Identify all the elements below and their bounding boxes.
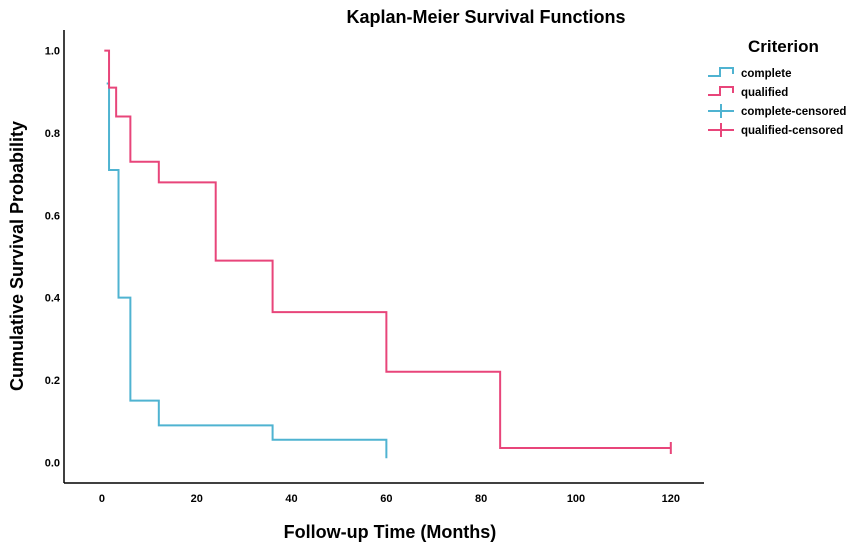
legend-swatch-complete — [708, 68, 733, 76]
legend-swatch-qualified — [708, 87, 733, 95]
y-tick-label: 0.8 — [45, 128, 60, 140]
survival-line-qualified — [104, 51, 671, 448]
x-tick-label: 100 — [567, 493, 585, 505]
legend-label-qualified-censored: qualified-censored — [741, 125, 843, 137]
y-ticks: 0.0 0.2 0.4 0.6 0.8 1.0 — [45, 46, 61, 470]
y-tick-label: 0.4 — [45, 293, 61, 305]
y-tick-label: 0.6 — [45, 210, 60, 222]
legend-label-complete-censored: complete-censored — [741, 106, 846, 118]
x-tick-label: 80 — [475, 493, 487, 505]
x-tick-label: 60 — [380, 493, 392, 505]
chart-title: Kaplan-Meier Survival Functions — [346, 7, 625, 27]
legend-label-complete: complete — [741, 68, 792, 80]
x-axis-label: Follow-up Time (Months) — [284, 522, 497, 542]
y-axis-label: Cumulative Survival Probability — [7, 121, 27, 391]
y-tick-label: 1.0 — [45, 46, 60, 58]
x-tick-label: 120 — [662, 493, 680, 505]
x-tick-label: 20 — [191, 493, 203, 505]
legend: Criterion complete qualified complete-cens… — [708, 37, 846, 137]
y-tick-label: 0.2 — [45, 375, 60, 387]
series-group — [104, 51, 671, 459]
legend-title: Criterion — [748, 37, 819, 56]
survival-line-complete — [107, 84, 387, 459]
legend-label-qualified: qualified — [741, 87, 788, 99]
x-ticks: 0 20 40 60 80 100 120 — [99, 493, 680, 505]
axes — [64, 30, 704, 483]
x-tick-label: 0 — [99, 493, 105, 505]
y-tick-label: 0.0 — [45, 457, 60, 469]
x-tick-label: 40 — [285, 493, 297, 505]
